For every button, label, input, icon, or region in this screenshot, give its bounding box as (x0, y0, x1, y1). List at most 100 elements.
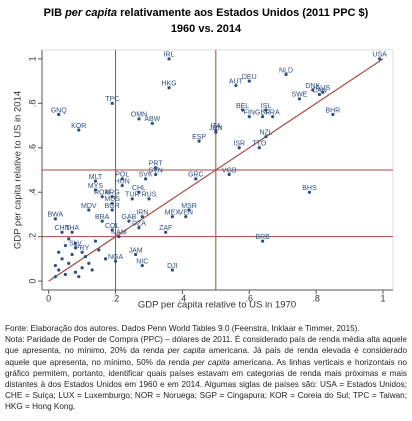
point-label: GAB (122, 214, 137, 221)
point (110, 228, 114, 232)
title-part: PIB (44, 7, 62, 19)
point-label: SVN (148, 167, 162, 174)
point (194, 177, 198, 181)
point (97, 248, 101, 252)
point (271, 115, 275, 119)
point (154, 166, 158, 170)
point (257, 146, 261, 150)
point (164, 230, 168, 234)
point-label: FIN (244, 110, 255, 117)
point (93, 188, 98, 192)
point-label: BGR (105, 203, 120, 210)
point-label: ITA (211, 123, 222, 130)
point (73, 246, 78, 250)
point (120, 183, 124, 188)
point-label: COL (105, 223, 120, 230)
y-tick-label: .2 (27, 233, 37, 241)
point-label: CAN (312, 87, 327, 94)
point-label: GRC (188, 172, 204, 179)
point (77, 128, 81, 132)
title-part: relativamente aos Estados Unidos (2011 P… (120, 7, 369, 19)
point (378, 57, 382, 61)
point-label: POL (115, 172, 129, 179)
note-part: americana. Já país de renda elevada é co… (5, 346, 407, 367)
point (83, 255, 88, 259)
point-label: MYS (88, 183, 104, 190)
point-label: VGB (222, 167, 237, 174)
notes: Fonte: Elaboração dos autores. Dados Pen… (5, 323, 407, 413)
point-label: THA (65, 225, 79, 232)
chart-title: PIB per capita relativamente aos Estados… (44, 7, 369, 19)
point-label: BWA (48, 212, 64, 219)
point (70, 252, 74, 257)
point (67, 261, 71, 265)
point (187, 208, 191, 212)
point-label: NAM (111, 230, 127, 237)
point (240, 108, 245, 112)
y-tick-label: .6 (27, 144, 37, 152)
point (197, 139, 201, 143)
point (264, 108, 268, 112)
point (297, 97, 301, 101)
point (80, 250, 84, 254)
point (73, 270, 78, 274)
title-part: per capita (64, 7, 117, 19)
point-label: NZL (259, 130, 272, 137)
point (113, 259, 118, 263)
point-label: ROM (94, 190, 111, 197)
point-label: FRA (266, 110, 280, 117)
point (137, 117, 141, 121)
point-label: MDV (81, 203, 97, 210)
point (307, 190, 312, 194)
point-label: BEL (236, 103, 249, 110)
point-label: DNK (305, 83, 320, 90)
point (100, 195, 104, 199)
point-label: BHR (325, 107, 340, 114)
diagonal-line (48, 58, 384, 282)
point (284, 72, 288, 77)
point-label: HKG (161, 81, 176, 88)
point (214, 128, 218, 132)
point-label: IRN (136, 210, 148, 217)
point (63, 243, 67, 248)
point-label: DJI (167, 263, 178, 270)
point-label: MSR (181, 203, 197, 210)
note: Nota: Paridade de Poder de Compra (PPC) … (5, 334, 407, 412)
point (117, 235, 121, 239)
chart: PIB per capita relativamente aos Estados… (13, 7, 394, 311)
point-label: BRB (255, 234, 270, 241)
y-tick-label: .4 (27, 188, 37, 196)
point-label: RUS (142, 192, 157, 199)
point (57, 268, 61, 272)
point-label: NLD (279, 67, 293, 74)
point (110, 201, 114, 205)
point (53, 275, 57, 279)
point-label: HUN (115, 178, 130, 185)
point (167, 86, 171, 90)
point-label: NGA (108, 254, 124, 261)
point (170, 268, 174, 272)
point-label: DZA (132, 221, 146, 228)
point (140, 263, 144, 268)
point-label: BHS (302, 185, 317, 192)
point (261, 239, 265, 243)
point (93, 239, 98, 243)
point (311, 88, 315, 92)
point (60, 230, 64, 234)
point (317, 92, 322, 97)
point-label: SWE (291, 92, 307, 99)
note-part: per capita (167, 346, 206, 356)
point-label: GBR (255, 110, 270, 117)
point-label: MEX (165, 210, 181, 217)
point-label: TUR (125, 192, 139, 199)
point (214, 130, 218, 134)
y-tick-label: 1 (27, 56, 37, 61)
point-label: CHL (132, 185, 146, 192)
point-label: AUS (316, 85, 331, 92)
point-label: ARG (105, 190, 120, 197)
point-label: USA (372, 52, 387, 59)
point (227, 172, 231, 177)
point (103, 257, 108, 261)
point (150, 121, 154, 125)
note-part: per capita (192, 357, 230, 367)
